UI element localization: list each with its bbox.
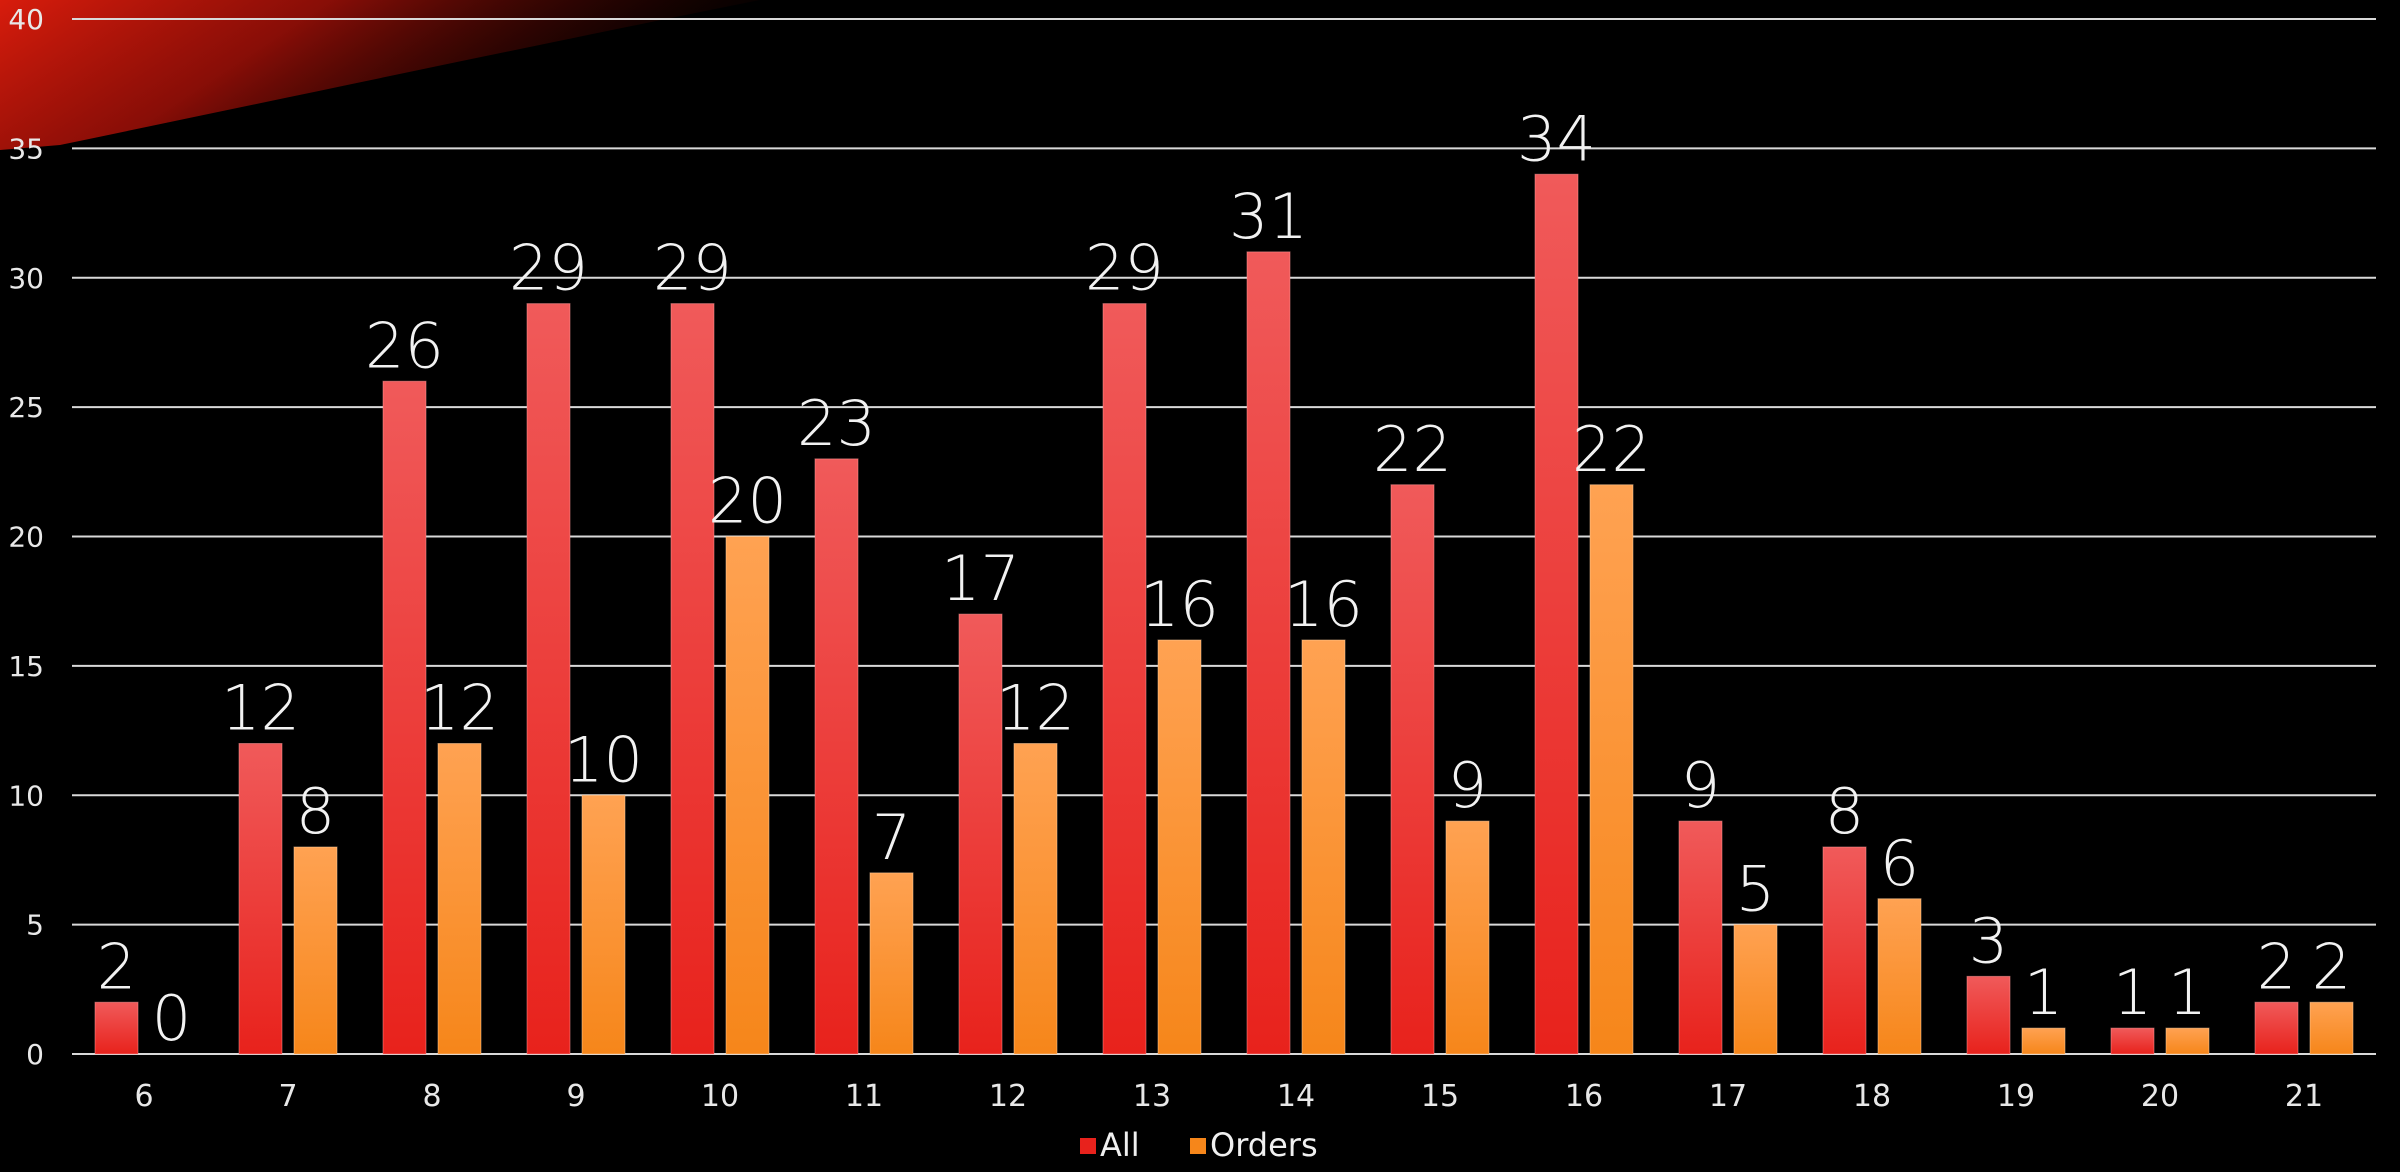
y-tick-label: 0 xyxy=(26,1038,44,1071)
y-tick-label: 20 xyxy=(8,521,44,554)
bar-orders xyxy=(2309,1001,2354,1055)
legend-swatch-orders xyxy=(1190,1138,1206,1154)
bar-all xyxy=(238,743,283,1055)
data-label-orders: 12 xyxy=(996,672,1075,745)
bar-all xyxy=(2254,1001,2299,1055)
y-tick-label: 15 xyxy=(8,650,44,683)
bar-all xyxy=(1534,173,1579,1055)
legend-swatch-all xyxy=(1080,1138,1096,1154)
bar-all xyxy=(1822,846,1867,1055)
x-axis-ticks: 6 7 8 9 10 11 12 13 14 15 16 17 18 19 20 21 xyxy=(134,1079,2323,1114)
data-label-all: 3 xyxy=(1969,904,2008,977)
x-tick-label: 19 xyxy=(1997,1079,2035,1114)
data-label-all: 9 xyxy=(1681,749,1720,822)
y-tick-label: 40 xyxy=(8,3,44,36)
data-label-orders: 1 xyxy=(2168,956,2207,1029)
bar-all xyxy=(1678,820,1723,1055)
bar-all xyxy=(382,380,427,1055)
bar-orders xyxy=(1877,898,1922,1055)
bar-all xyxy=(958,613,1003,1055)
decorative-swoosh xyxy=(0,0,760,150)
bar-all xyxy=(670,303,715,1055)
x-tick-label: 9 xyxy=(566,1079,585,1114)
data-label-orders: 10 xyxy=(564,723,643,796)
data-label-orders: 0 xyxy=(152,982,191,1055)
x-tick-label: 17 xyxy=(1709,1079,1747,1114)
x-tick-label: 13 xyxy=(1133,1079,1171,1114)
x-tick-label: 10 xyxy=(701,1079,739,1114)
data-label-orders: 16 xyxy=(1140,568,1219,641)
legend[interactable]: All Orders xyxy=(1080,1126,1318,1164)
bar-orders xyxy=(1301,639,1346,1055)
y-tick-label: 35 xyxy=(8,132,44,165)
bar-orders xyxy=(1013,743,1058,1055)
x-tick-label: 12 xyxy=(989,1079,1027,1114)
data-label-all: 29 xyxy=(653,232,732,305)
y-axis-ticks: 0 5 10 15 20 25 30 35 40 xyxy=(8,3,44,1071)
data-label-all: 2 xyxy=(97,930,136,1003)
bar-orders xyxy=(293,846,338,1055)
x-tick-label: 8 xyxy=(422,1079,441,1114)
bar-orders xyxy=(437,743,482,1055)
data-label-all: 1 xyxy=(2113,956,2152,1029)
data-label-all: 8 xyxy=(1825,775,1864,848)
x-tick-label: 15 xyxy=(1421,1079,1459,1114)
data-label-orders: 2 xyxy=(2312,930,2351,1003)
data-label-all: 23 xyxy=(797,387,876,460)
bar-all xyxy=(1966,975,2011,1055)
data-label-orders: 20 xyxy=(708,465,787,538)
y-tick-label: 5 xyxy=(26,909,44,942)
bar-all xyxy=(1390,484,1435,1055)
bar-all xyxy=(814,458,859,1055)
bar-all xyxy=(2110,1027,2155,1055)
data-label-all: 17 xyxy=(941,542,1020,615)
bar-orders xyxy=(1589,484,1634,1055)
bar-all xyxy=(1102,303,1147,1055)
bar-all xyxy=(526,303,571,1055)
x-tick-label: 7 xyxy=(278,1079,297,1114)
bar-orders xyxy=(581,794,626,1055)
bar-orders xyxy=(1157,639,1202,1055)
data-label-orders: 16 xyxy=(1284,568,1363,641)
bar-orders xyxy=(869,872,914,1055)
bar-orders xyxy=(2021,1027,2066,1055)
data-label-orders: 7 xyxy=(872,801,911,874)
x-tick-label: 11 xyxy=(845,1079,883,1114)
x-tick-label: 18 xyxy=(1853,1079,1891,1114)
data-label-all: 2 xyxy=(2257,930,2296,1003)
bar-all xyxy=(1246,251,1291,1055)
y-tick-label: 10 xyxy=(8,779,44,812)
data-label-all: 34 xyxy=(1517,102,1596,175)
data-label-all: 12 xyxy=(221,672,300,745)
bars xyxy=(94,173,2354,1055)
data-label-orders: 6 xyxy=(1880,827,1919,900)
data-label-all: 31 xyxy=(1229,180,1308,253)
bar-all xyxy=(94,1001,139,1055)
data-labels: 2012826122910292023717122916311622934229… xyxy=(97,102,2351,1055)
data-label-orders: 12 xyxy=(420,672,499,745)
data-label-orders: 8 xyxy=(296,775,335,848)
x-tick-label: 6 xyxy=(134,1079,153,1114)
data-label-orders: 9 xyxy=(1448,749,1487,822)
data-label-all: 22 xyxy=(1373,413,1452,486)
y-tick-label: 25 xyxy=(8,391,44,424)
x-tick-label: 21 xyxy=(2285,1079,2323,1114)
bar-orders xyxy=(1445,820,1490,1055)
legend-label-orders: Orders xyxy=(1210,1126,1318,1164)
x-tick-label: 20 xyxy=(2141,1079,2179,1114)
data-label-orders: 22 xyxy=(1572,413,1651,486)
data-label-all: 29 xyxy=(1085,232,1164,305)
y-tick-label: 30 xyxy=(8,262,44,295)
data-label-all: 29 xyxy=(509,232,588,305)
data-label-orders: 5 xyxy=(1736,853,1775,926)
bar-orders xyxy=(725,536,770,1055)
bar-orders xyxy=(2165,1027,2210,1055)
x-tick-label: 16 xyxy=(1565,1079,1603,1114)
data-label-all: 26 xyxy=(365,309,444,382)
x-tick-label: 14 xyxy=(1277,1079,1315,1114)
data-label-orders: 1 xyxy=(2024,956,2063,1029)
bar-orders xyxy=(1733,924,1778,1055)
legend-label-all: All xyxy=(1100,1126,1140,1164)
